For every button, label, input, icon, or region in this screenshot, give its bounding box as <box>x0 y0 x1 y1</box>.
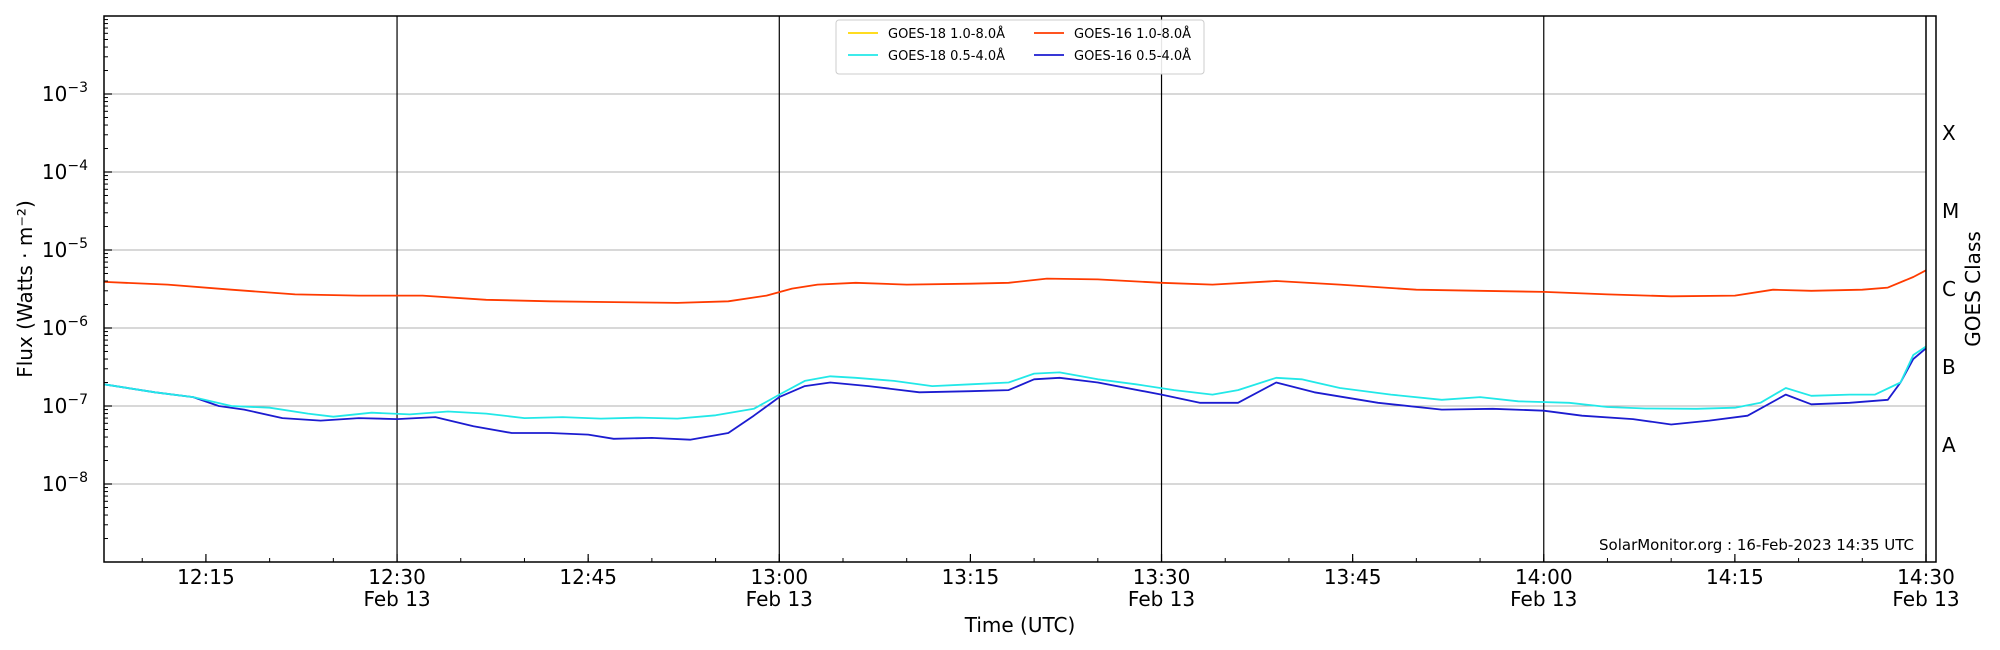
x-tick-label: 13:15 <box>942 565 1000 589</box>
y-tick-label: 10−8 <box>42 470 88 496</box>
series-line-goes-18-0-5-4-0- <box>103 345 1927 420</box>
goes-class-label: C <box>1942 277 1956 301</box>
x-tick-label: 14:00 <box>1515 565 1573 589</box>
x-tick-label: 12:15 <box>177 565 235 589</box>
y-tick-label: 10−3 <box>42 80 88 106</box>
grid-layer <box>104 16 1926 562</box>
x-tick-date-label: Feb 13 <box>1510 587 1577 611</box>
goes-class-label: M <box>1942 199 1959 223</box>
y-tick-label: 10−5 <box>42 236 88 262</box>
x-axis-label: Time (UTC) <box>964 613 1076 637</box>
legend-entry: GOES-16 1.0-8.0Å <box>1074 26 1191 42</box>
y-tick-label: 10−6 <box>42 314 88 340</box>
legend-box <box>835 19 1205 75</box>
series-line-goes-16-0-5-4-0- <box>103 347 1927 441</box>
y-tick-label: 10−7 <box>42 392 88 418</box>
legend-entry: GOES-16 0.5-4.0Å <box>1074 48 1191 64</box>
y-axis-label: Flux (Watts · m⁻²) <box>13 200 37 378</box>
legend-entry: GOES-18 0.5-4.0Å <box>888 48 1005 64</box>
goes-class-label: B <box>1942 355 1956 379</box>
x-tick-date-label: Feb 13 <box>363 587 430 611</box>
x-tick-date-label: Feb 13 <box>1892 587 1959 611</box>
series-layer <box>103 269 1927 441</box>
credit-text: SolarMonitor.org : 16-Feb-2023 14:35 UTC <box>1599 536 1914 554</box>
goes-class-label: A <box>1942 433 1956 457</box>
x-tick-label: 13:30 <box>1133 565 1191 589</box>
x-tick-label: 12:30 <box>368 565 426 589</box>
x-tick-date-label: Feb 13 <box>1128 587 1195 611</box>
series-line-goes-16-1-0-8-0- <box>103 269 1927 304</box>
x-tick-label: 12:45 <box>559 565 617 589</box>
plot-frame <box>103 15 1937 563</box>
legend: GOES-18 1.0-8.0Å GOES-18 0.5-4.0Å GOES-16 … <box>835 19 1205 75</box>
x-tick-date-label: Feb 13 <box>746 587 813 611</box>
x-tick-label: 14:30 <box>1897 565 1955 589</box>
goes-class-label: X <box>1942 121 1956 145</box>
x-tick-label: 13:45 <box>1324 565 1382 589</box>
y-tick-label: 10−4 <box>42 158 88 184</box>
legend-entry: GOES-18 1.0-8.0Å <box>888 26 1005 42</box>
goes-class-axis-label: GOES Class <box>1961 231 1985 347</box>
x-tick-label: 14:15 <box>1706 565 1764 589</box>
x-tick-label: 13:00 <box>750 565 808 589</box>
